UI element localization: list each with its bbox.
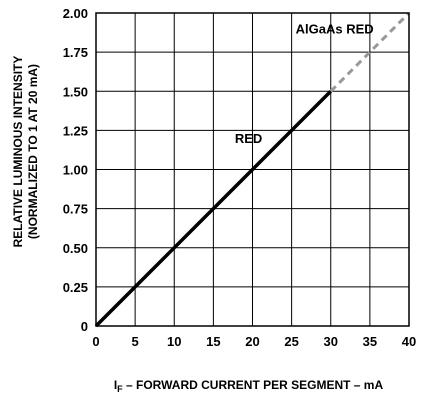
annotation-algaas-red: AlGaAs RED [296, 21, 374, 36]
y-axis-label: RELATIVE LUMINOUS INTENSITY (NORMALIZED … [11, 56, 40, 248]
x-tick-label: 0 [92, 334, 99, 349]
x-tick-label: 20 [245, 334, 259, 349]
x-tick-label: 30 [324, 334, 338, 349]
x-tick-label: 5 [132, 334, 139, 349]
series-lines [94, 11, 411, 328]
y-tick-labels: 0 0.25 0.50 0.75 1.00 1.25 1.50 1.75 2.00 [63, 6, 88, 334]
x-axis-label-prefix: I [114, 378, 117, 392]
y-tick-label: 0.25 [63, 280, 88, 295]
plot-frame [95, 12, 410, 327]
x-axis-label: IF – FORWARD CURRENT PER SEGMENT – mA [114, 378, 384, 394]
y-tick-label: 1.00 [63, 163, 88, 178]
y-axis-label-line2: (NORMALIZED TO 1 AT 20 mA) [26, 64, 40, 239]
x-axis-label-rest: – FORWARD CURRENT PER SEGMENT – mA [123, 378, 384, 392]
y-tick-label: 1.50 [63, 84, 88, 99]
annotations: RED AlGaAs RED [235, 21, 374, 146]
y-tick-label: 2.00 [63, 6, 88, 21]
x-axis-label-subscript: F [117, 384, 123, 394]
series-line-algaas-red [329, 11, 411, 93]
y-tick-label: 0 [81, 319, 88, 334]
y-tick-label: 1.25 [63, 123, 88, 138]
y-tick-label: 0.50 [63, 241, 88, 256]
x-tick-label: 15 [206, 334, 220, 349]
y-tick-label: 1.75 [63, 45, 88, 60]
y-axis-label-line1: RELATIVE LUMINOUS INTENSITY [11, 56, 25, 248]
grid [96, 13, 409, 326]
y-tick-label: 0.75 [63, 202, 88, 217]
x-tick-labels: 0 5 10 15 20 25 30 35 40 [92, 334, 416, 349]
x-tick-label: 10 [167, 334, 181, 349]
x-tick-label: 35 [363, 334, 377, 349]
x-tick-label: 40 [402, 334, 416, 349]
annotation-red: RED [235, 131, 262, 146]
series-line-red [94, 90, 332, 328]
x-tick-label: 25 [284, 334, 298, 349]
